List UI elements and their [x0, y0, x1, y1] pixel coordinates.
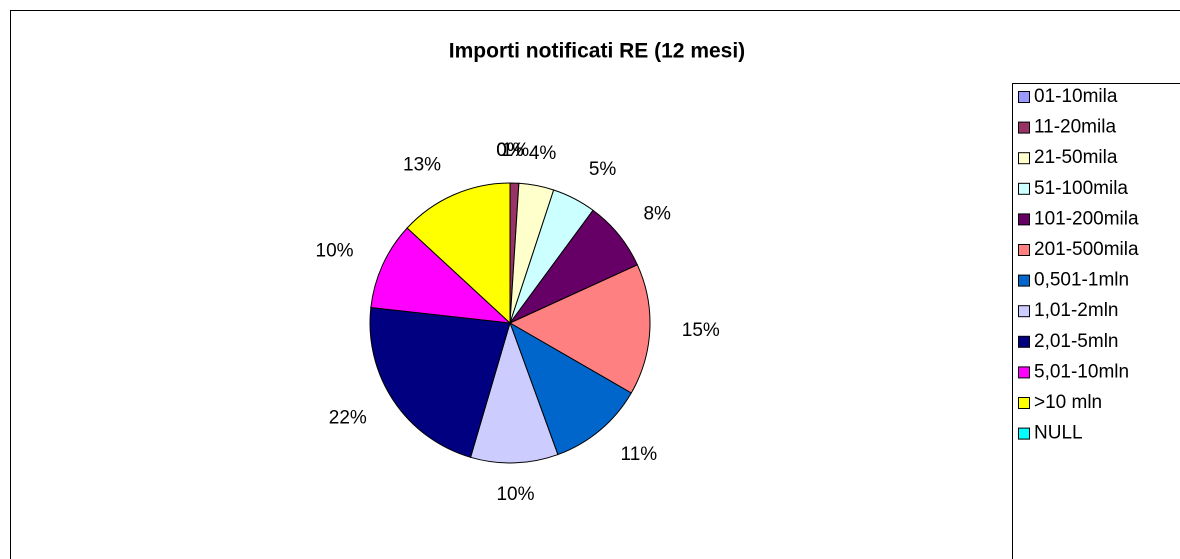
legend-swatch	[1018, 274, 1030, 287]
pie-slice	[370, 227, 512, 324]
legend-label: 21-50mila	[1034, 147, 1118, 168]
data-label: 1%	[502, 140, 530, 161]
data-label: 10%	[496, 484, 534, 505]
data-label: 15%	[682, 320, 720, 341]
legend-box	[1012, 83, 1180, 559]
pie-slice	[369, 306, 511, 458]
pie-slice	[469, 321, 559, 464]
data-label: 0%	[496, 140, 524, 161]
legend-label: 201-500mila	[1034, 239, 1139, 260]
legend-swatch	[1018, 213, 1030, 226]
data-label: 10%	[316, 241, 354, 262]
legend-swatch	[1018, 366, 1030, 379]
data-label: 22%	[329, 407, 367, 428]
legend-swatch	[1018, 91, 1030, 103]
pie-slice	[406, 182, 511, 325]
legend-label: 2,01-5mln	[1034, 331, 1119, 352]
data-label: 5%	[589, 159, 617, 180]
chart-title: Importi notificati RE (12 mesi)	[449, 40, 745, 63]
legend-label: 5,01-10mln	[1034, 361, 1129, 382]
legend-swatch	[1018, 244, 1030, 256]
legend-label: NULL	[1034, 423, 1083, 444]
legend-swatch	[1018, 182, 1030, 195]
legend-label: 0,501-1mln	[1034, 270, 1129, 291]
legend-label: 01-10mila	[1034, 86, 1118, 107]
legend-label: 51-100mila	[1034, 178, 1128, 199]
legend-label: 11-20mila	[1034, 117, 1116, 138]
legend-label: 101-200mila	[1034, 208, 1139, 229]
legend-swatch	[1018, 305, 1030, 318]
legend-swatch	[1018, 335, 1030, 348]
legend-swatch	[1018, 397, 1030, 409]
legend-swatch	[1018, 427, 1030, 440]
legend-swatch	[1018, 121, 1030, 134]
data-label: 4%	[529, 143, 557, 164]
pie-slice	[508, 264, 651, 394]
data-label: 8%	[643, 204, 671, 225]
data-label: 0%	[496, 140, 524, 161]
data-label: 13%	[403, 154, 441, 175]
legend-label: 1,01-2mln	[1034, 300, 1119, 321]
legend-swatch	[1018, 152, 1030, 165]
legend-label: >10 mln	[1034, 392, 1102, 413]
data-label: 11%	[621, 444, 658, 465]
pie-slice	[509, 321, 632, 456]
